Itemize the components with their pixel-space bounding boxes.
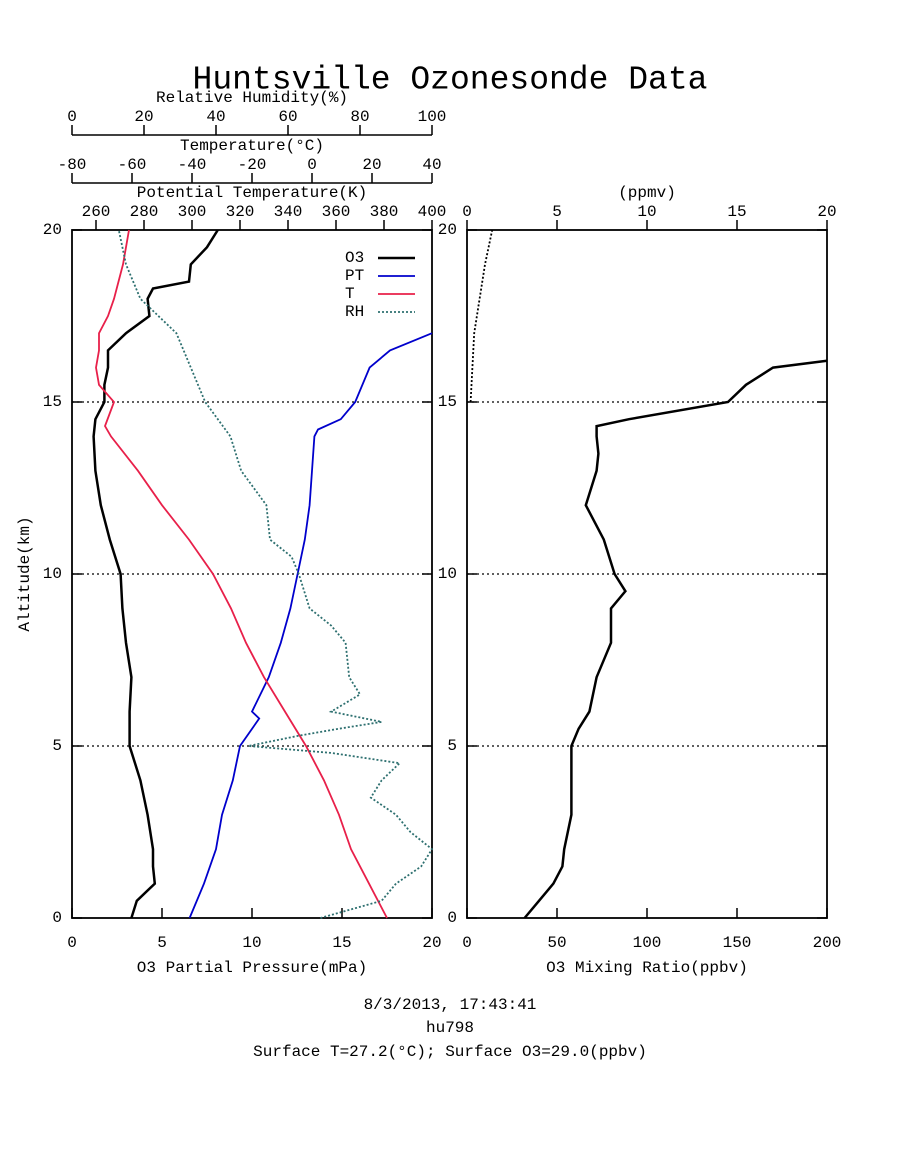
footer-surface: Surface T=27.2(°C); Surface O3=29.0(ppbv…	[253, 1043, 647, 1061]
legend-label: O3	[345, 249, 364, 267]
axis-label: O3 Mixing Ratio(ppbv)	[546, 959, 748, 977]
x-tick-label: 50	[547, 934, 566, 952]
data-line	[469, 229, 494, 403]
x-tick-label: 280	[130, 203, 159, 221]
axis-label: O3 Partial Pressure(mPa)	[137, 959, 367, 977]
legend-label: PT	[345, 267, 364, 285]
x-tick-label: 0	[307, 156, 317, 174]
x-tick-label: 360	[322, 203, 351, 221]
y-tick-label: 15	[43, 393, 62, 411]
data-line	[95, 229, 388, 919]
y-tick-label: 15	[438, 393, 457, 411]
y-tick-label: 5	[447, 737, 457, 755]
y-axis-label: Altitude(km)	[16, 516, 34, 631]
x-tick-label: 10	[242, 934, 261, 952]
x-tick-label: 260	[82, 203, 111, 221]
x-tick-label: 100	[633, 934, 662, 952]
x-tick-label: 20	[422, 934, 441, 952]
y-tick-label: 10	[438, 565, 457, 583]
x-tick-label: 5	[552, 203, 562, 221]
y-tick-label: 0	[52, 909, 62, 927]
x-tick-label: -20	[238, 156, 267, 174]
x-tick-label: 20	[362, 156, 381, 174]
x-tick-label: 320	[226, 203, 255, 221]
y-tick-label: 20	[438, 221, 457, 239]
x-tick-label: -80	[58, 156, 87, 174]
x-tick-label: 150	[723, 934, 752, 952]
x-tick-label: -40	[178, 156, 207, 174]
plot-frame	[466, 229, 828, 919]
x-tick-label: 340	[274, 203, 303, 221]
data-line	[92, 229, 219, 919]
x-tick-label: -60	[118, 156, 147, 174]
x-tick-label: 400	[418, 203, 447, 221]
x-tick-label: 0	[67, 108, 77, 126]
plot-frame	[71, 229, 433, 919]
x-tick-label: 20	[817, 203, 836, 221]
x-tick-label: 200	[813, 934, 842, 952]
axis-label: Temperature(°C)	[180, 137, 324, 155]
x-tick-label: 380	[370, 203, 399, 221]
x-tick-label: 80	[350, 108, 369, 126]
legend-label: RH	[345, 303, 364, 321]
x-tick-label: 60	[278, 108, 297, 126]
footer-date: 8/3/2013, 17:43:41	[364, 996, 537, 1014]
data-line	[188, 332, 433, 919]
x-tick-label: 10	[637, 203, 656, 221]
x-tick-label: 15	[332, 934, 351, 952]
y-tick-label: 0	[447, 909, 457, 927]
axis-label: (ppmv)	[618, 184, 676, 202]
data-line	[523, 359, 828, 919]
y-tick-label: 20	[43, 221, 62, 239]
x-tick-label: 300	[178, 203, 207, 221]
data-line	[117, 229, 434, 919]
x-tick-label: 0	[462, 203, 472, 221]
x-tick-label: 0	[67, 934, 77, 952]
x-tick-label: 5	[157, 934, 167, 952]
x-tick-label: 15	[727, 203, 746, 221]
x-tick-label: 20	[134, 108, 153, 126]
y-tick-label: 10	[43, 565, 62, 583]
axis-label: Relative Humidity(%)	[156, 89, 348, 107]
x-tick-label: 0	[462, 934, 472, 952]
y-tick-label: 5	[52, 737, 62, 755]
x-tick-label: 100	[418, 108, 447, 126]
x-tick-label: 40	[422, 156, 441, 174]
footer-id: hu798	[426, 1019, 474, 1037]
chart-title: Huntsville Ozonesonde Data	[193, 62, 708, 99]
axis-label: Potential Temperature(K)	[137, 184, 367, 202]
legend-label: T	[345, 285, 355, 303]
x-tick-label: 40	[206, 108, 225, 126]
